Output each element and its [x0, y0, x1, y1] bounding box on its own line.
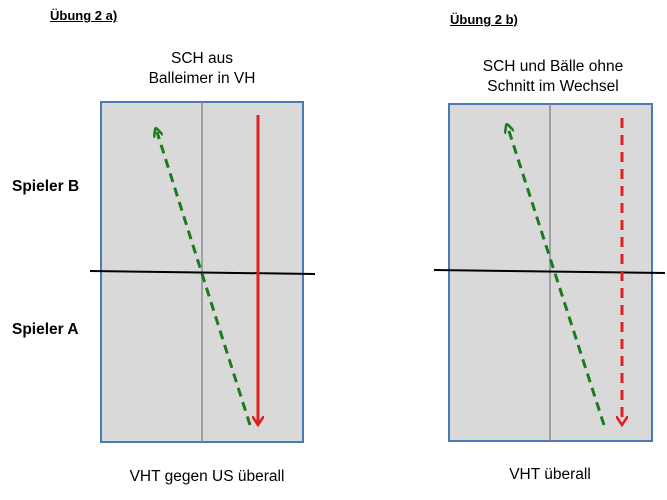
court-a	[89, 101, 316, 443]
court-b	[433, 103, 666, 442]
player-a-label: Spieler A	[12, 321, 79, 338]
exercise-a-heading: Übung 2 a)	[50, 8, 118, 23]
court-a-net	[89, 270, 316, 275]
court-b-net	[433, 269, 666, 274]
exercise-b-caption: VHT überall	[509, 466, 591, 483]
exercise-a-title: SCH aus Balleimer in VH	[148, 50, 256, 87]
exercise-a-caption: VHT gegen US überall	[129, 468, 285, 485]
player-b-label: Spieler B	[12, 178, 80, 195]
exercise-b-title: SCH und Bälle ohne Schnitt im Wechsel	[482, 58, 624, 95]
court-a-green-dashed-arrow	[157, 132, 252, 426]
court-b-green-dashed-arrow	[508, 128, 606, 426]
exercise-b-heading: Übung 2 b)	[450, 12, 518, 27]
